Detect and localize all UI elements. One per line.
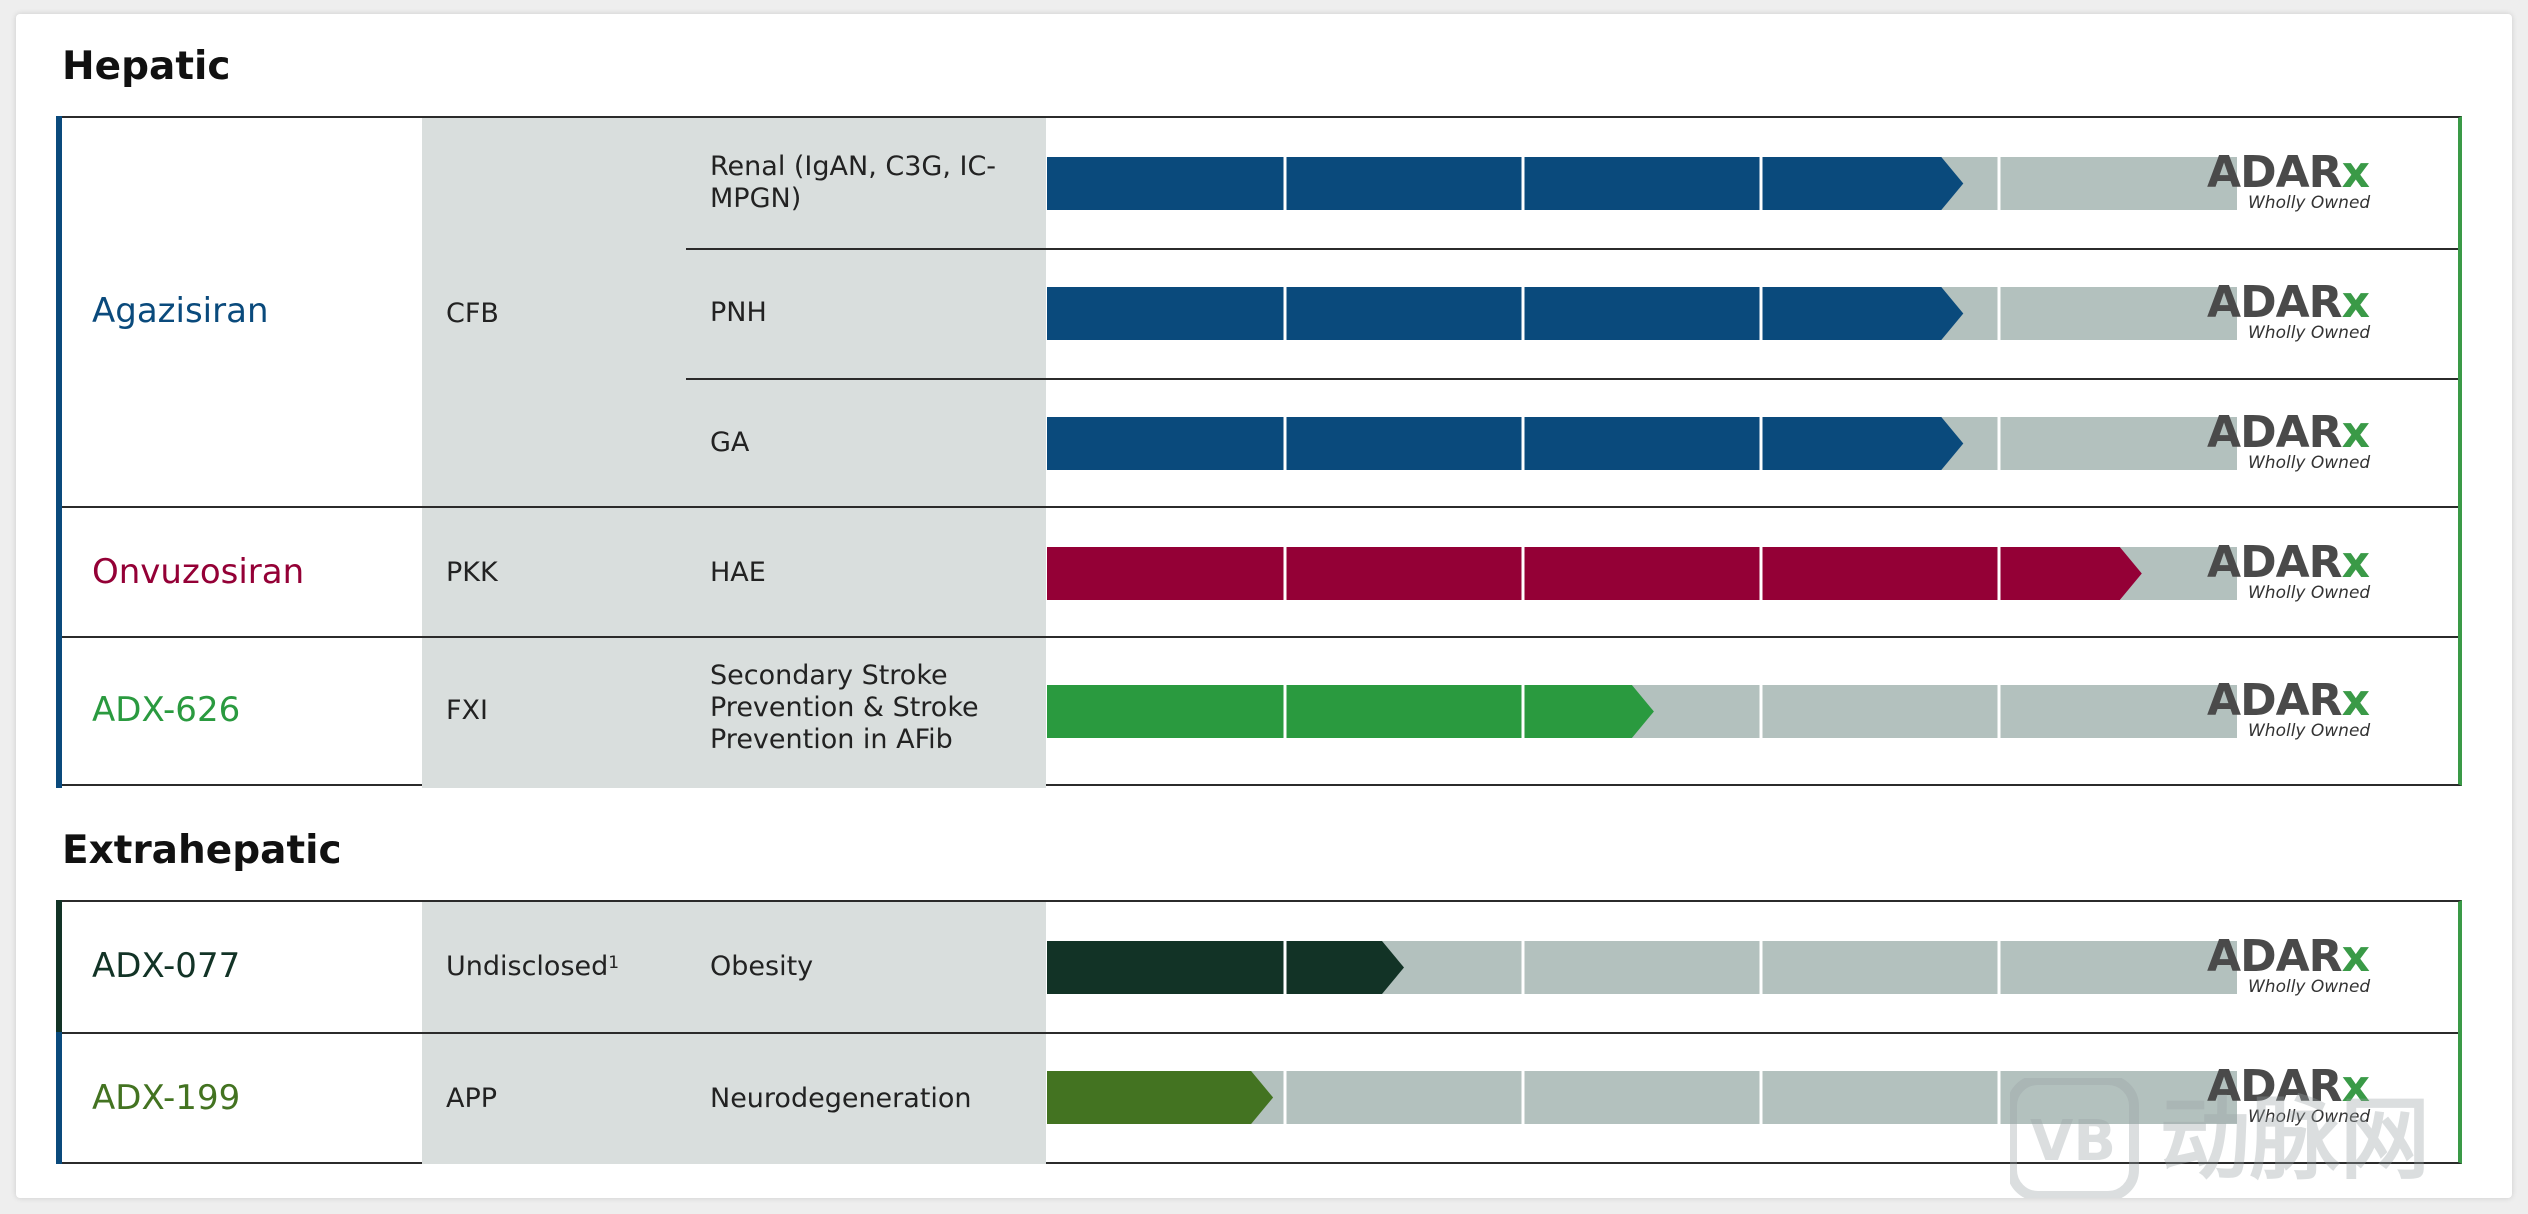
drug-name-adx199: ADX-199: [92, 1078, 241, 1118]
hepatic-group: Agazisiran CFB Renal (IgAN, C3G, IC-MPGN…: [56, 116, 2462, 788]
adx199-bar: [56, 1032, 62, 1164]
phase-divider: [1759, 287, 1763, 340]
watermark-text: 动脉网: [2160, 1087, 2430, 1192]
phase-divider: [1759, 685, 1763, 738]
phase-divider: [1997, 287, 2001, 340]
phase-divider: [1997, 157, 2001, 210]
phase-track: [1047, 685, 2237, 738]
phase-divider: [1759, 157, 1763, 210]
section-title-hepatic: Hepatic: [62, 44, 231, 89]
adarx-logo: ADARx Wholly Owned: [2207, 277, 2371, 344]
indication-hae: HAE: [710, 557, 766, 588]
target-cell: [422, 508, 1046, 638]
progress-bar: [1047, 1071, 1274, 1124]
drug-name-onvuzosiran: Onvuzosiran: [92, 552, 305, 592]
onvuzosiran-bar: [56, 506, 62, 636]
section-title-extrahepatic: Extrahepatic: [62, 828, 342, 873]
row-divider: [686, 248, 2458, 250]
drug-name-agazisiran: Agazisiran: [92, 291, 269, 331]
phase-divider: [1521, 685, 1525, 738]
phase-divider: [1759, 1071, 1763, 1124]
adx199-row: ADX-199 APP Neurodegeneration: [62, 1032, 2458, 1164]
indication-stroke: Secondary Stroke Prevention & Stroke Pre…: [710, 660, 979, 755]
progress-bar: [1047, 157, 1964, 210]
extrahepatic-group: ADX-077 Undisclosed1 Obesity ADX-199 APP…: [56, 900, 2462, 1164]
phase-track: [1047, 1071, 2237, 1124]
watermark-badge: [2007, 1075, 2139, 1201]
phase-track: [1047, 941, 2237, 994]
phase-divider: [1521, 941, 1525, 994]
indication-obesity: Obesity: [710, 951, 814, 982]
phase-divider: [1283, 685, 1287, 738]
phase-divider: [1997, 547, 2001, 600]
phase-track: [1047, 157, 2237, 210]
footnote-marker: 1: [608, 953, 620, 973]
target-cell: [422, 118, 1046, 508]
watermark: VB 动脉网: [2007, 1075, 2510, 1201]
progress-bar: [1047, 941, 1404, 994]
progress-bar: [1047, 685, 1654, 738]
adarx-logo: ADARx Wholly Owned: [2207, 1061, 2371, 1128]
progress-bar: [1047, 417, 1964, 470]
adarx-logo: ADARx Wholly Owned: [2207, 931, 2371, 998]
phase-divider: [1521, 417, 1525, 470]
phase-divider: [1283, 157, 1287, 210]
drug-name-adx077: ADX-077: [92, 946, 241, 986]
progress-bar: [1047, 547, 2142, 600]
target-fxi: FXI: [446, 695, 488, 726]
phase-divider: [1759, 547, 1763, 600]
onvuzosiran-row: Onvuzosiran PKK HAE: [62, 506, 2458, 638]
target-undisclosed: Undisclosed1: [446, 951, 620, 982]
phase-track: [1047, 547, 2237, 600]
adx626-row: ADX-626 FXI Secondary Stroke Prevention …: [62, 636, 2458, 788]
adarx-logo: ADARx Wholly Owned: [2207, 407, 2371, 474]
phase-divider: [1997, 685, 2001, 738]
phase-divider: [1759, 417, 1763, 470]
phase-divider: [1759, 941, 1763, 994]
adarx-logo: ADARx Wholly Owned: [2207, 675, 2371, 742]
phase-divider: [1283, 547, 1287, 600]
phase-divider: [1521, 547, 1525, 600]
phase-track: [1047, 417, 2237, 470]
phase-divider: [1283, 417, 1287, 470]
adarx-logo: ADARx Wholly Owned: [2207, 537, 2371, 604]
row-divider: [686, 378, 2458, 380]
target-pkk: PKK: [446, 557, 498, 588]
adx077-bar: [56, 900, 62, 1032]
indication-pnh: PNH: [710, 297, 767, 328]
phase-divider: [1283, 1071, 1287, 1124]
target-cfb: CFB: [446, 298, 499, 329]
target-cell: [422, 638, 1046, 788]
phase-divider: [1997, 417, 2001, 470]
phase-divider: [1283, 287, 1287, 340]
adx626-bar: [56, 636, 62, 788]
agazisiran-block: Agazisiran CFB: [62, 118, 2458, 508]
phase-divider: [1997, 941, 2001, 994]
progress-bar: [1047, 287, 1964, 340]
indication-ga: GA: [710, 427, 750, 458]
phase-divider: [1521, 157, 1525, 210]
target-app: APP: [446, 1083, 498, 1114]
phase-divider: [1283, 941, 1287, 994]
indication-renal: Renal (IgAN, C3G, IC-MPGN): [710, 151, 997, 214]
phase-divider: [1521, 287, 1525, 340]
drug-name-adx626: ADX-626: [92, 690, 241, 730]
phase-track: [1047, 287, 2237, 340]
agazisiran-bar: [56, 116, 62, 506]
target-cell: [422, 902, 1046, 1032]
watermark-mark: VB: [2030, 1109, 2116, 1174]
indication-neuro: Neurodegeneration: [710, 1083, 972, 1114]
target-cell: [422, 1034, 1046, 1164]
adx077-row: ADX-077 Undisclosed1 Obesity: [62, 902, 2458, 1032]
phase-divider: [1521, 1071, 1525, 1124]
phase-divider: [1997, 1071, 2001, 1124]
adarx-logo: ADARx Wholly Owned: [2207, 147, 2371, 214]
